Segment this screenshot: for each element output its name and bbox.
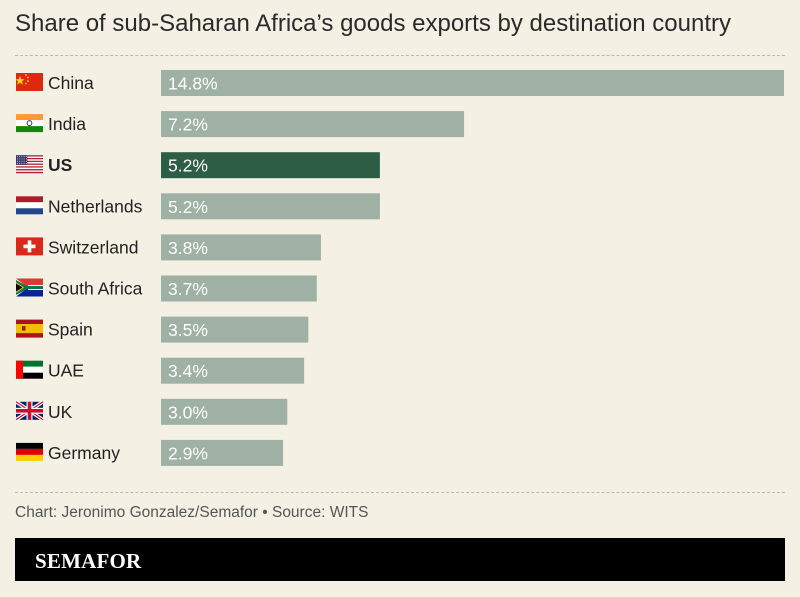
bar bbox=[161, 152, 380, 179]
category-label: India bbox=[48, 114, 86, 134]
value-label: 5.2% bbox=[168, 156, 208, 176]
bar-row-spain: Spain 3.5% bbox=[16, 316, 309, 343]
footer-bar: SEMAFOR bbox=[15, 538, 785, 581]
value-label: 14.8% bbox=[168, 74, 218, 94]
category-label: UK bbox=[48, 402, 73, 422]
bar-chart: China 14.8% India 7.2% US 5.2% Netherlands 5.2%… bbox=[15, 70, 784, 466]
chart-title: Share of sub-Saharan Africa’s goods expo… bbox=[15, 10, 731, 37]
bar bbox=[161, 234, 321, 261]
category-label: Netherlands bbox=[48, 196, 143, 216]
category-label: China bbox=[48, 73, 94, 93]
value-label: 5.2% bbox=[168, 197, 208, 217]
source-divider bbox=[15, 492, 785, 493]
value-label: 3.0% bbox=[168, 402, 208, 422]
us-flag-icon bbox=[16, 155, 43, 174]
category-label: UAE bbox=[48, 361, 84, 381]
semafor-logo: SEMAFOR bbox=[35, 549, 142, 573]
switzerland-flag-icon bbox=[16, 237, 43, 256]
uae-flag-icon bbox=[16, 360, 43, 379]
bar-row-china: China 14.8% bbox=[15, 70, 784, 96]
source-note: Chart: Jeronimo Gonzalez/Semafor • Sourc… bbox=[15, 504, 369, 521]
bar-row-south-africa: South Africa 3.7% bbox=[16, 275, 317, 302]
india-flag-icon bbox=[16, 114, 43, 133]
germany-flag-icon bbox=[16, 442, 43, 461]
category-label: South Africa bbox=[48, 279, 143, 299]
title-divider bbox=[15, 55, 785, 56]
bar bbox=[161, 193, 380, 220]
bar bbox=[161, 70, 784, 96]
value-label: 7.2% bbox=[168, 115, 208, 135]
netherlands-flag-icon bbox=[16, 196, 43, 215]
value-label: 3.7% bbox=[168, 279, 208, 299]
bar-row-netherlands: Netherlands 5.2% bbox=[16, 193, 380, 220]
bar-row-uk: UK 3.0% bbox=[15, 398, 288, 425]
bar bbox=[161, 111, 465, 138]
bar-row-india: India 7.2% bbox=[16, 111, 465, 138]
bar-row-uae: UAE 3.4% bbox=[16, 357, 305, 384]
bar bbox=[161, 275, 317, 302]
category-label: Switzerland bbox=[48, 237, 138, 257]
bar bbox=[161, 316, 309, 343]
bar bbox=[161, 357, 305, 384]
bar bbox=[161, 398, 288, 425]
bar bbox=[161, 439, 284, 466]
value-label: 3.5% bbox=[168, 320, 208, 340]
uk-flag-icon bbox=[15, 400, 44, 422]
value-label: 2.9% bbox=[168, 443, 208, 463]
spain-flag-icon bbox=[16, 319, 43, 338]
south-africa-flag-icon bbox=[16, 278, 43, 297]
bar-row-germany: Germany 2.9% bbox=[16, 439, 284, 466]
bar-row-switzerland: Switzerland 3.8% bbox=[16, 234, 321, 261]
category-label: Germany bbox=[48, 443, 120, 463]
category-label: Spain bbox=[48, 320, 93, 340]
bar-row-us: US 5.2% bbox=[16, 152, 380, 179]
value-label: 3.4% bbox=[168, 361, 208, 381]
value-label: 3.8% bbox=[168, 238, 208, 258]
china-flag-icon bbox=[15, 73, 43, 91]
category-label: US bbox=[48, 155, 72, 175]
